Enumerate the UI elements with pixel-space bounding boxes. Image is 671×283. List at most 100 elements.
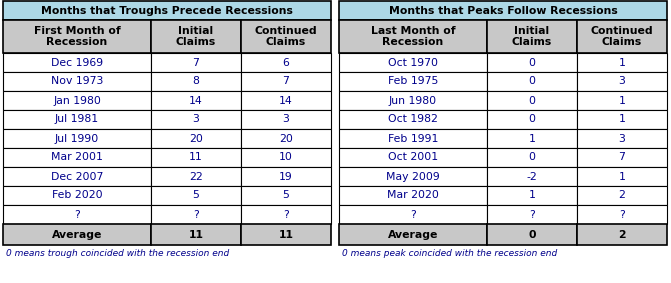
- Bar: [241, 148, 331, 167]
- Text: 3: 3: [193, 115, 199, 125]
- Text: 7: 7: [282, 76, 289, 87]
- Bar: [241, 91, 331, 110]
- Text: 10: 10: [279, 153, 293, 162]
- Text: 0 means peak coincided with the recession end: 0 means peak coincided with the recessio…: [342, 249, 557, 258]
- Text: Mar 2020: Mar 2020: [387, 190, 439, 200]
- Bar: [577, 129, 667, 148]
- Text: Months that Peaks Follow Recessions: Months that Peaks Follow Recessions: [389, 5, 617, 16]
- Text: May 2009: May 2009: [386, 171, 440, 181]
- Bar: [151, 72, 241, 91]
- Bar: [339, 129, 487, 148]
- Bar: [3, 110, 151, 129]
- Bar: [151, 129, 241, 148]
- Text: 1: 1: [619, 171, 625, 181]
- Text: Oct 1982: Oct 1982: [388, 115, 438, 125]
- Text: 7: 7: [193, 57, 199, 68]
- Text: Initial
Claims: Initial Claims: [176, 26, 216, 47]
- Bar: [339, 148, 487, 167]
- Bar: [339, 91, 487, 110]
- Text: Dec 1969: Dec 1969: [51, 57, 103, 68]
- Text: Feb 2020: Feb 2020: [52, 190, 102, 200]
- Text: Jul 1990: Jul 1990: [55, 134, 99, 143]
- Text: ?: ?: [193, 209, 199, 220]
- Bar: [241, 205, 331, 224]
- Bar: [577, 205, 667, 224]
- Text: Last Month of
Recession: Last Month of Recession: [370, 26, 456, 47]
- Text: 1: 1: [529, 134, 535, 143]
- Bar: [3, 1, 331, 20]
- Bar: [487, 148, 577, 167]
- Text: 6: 6: [282, 57, 289, 68]
- Text: 1: 1: [619, 115, 625, 125]
- Bar: [151, 20, 241, 53]
- Text: Continued
Claims: Continued Claims: [590, 26, 654, 47]
- Text: Oct 2001: Oct 2001: [388, 153, 438, 162]
- Text: ?: ?: [529, 209, 535, 220]
- Text: 0: 0: [529, 76, 535, 87]
- Text: 3: 3: [619, 134, 625, 143]
- Bar: [151, 224, 241, 245]
- Bar: [339, 20, 487, 53]
- Bar: [339, 224, 487, 245]
- Bar: [151, 53, 241, 72]
- Text: ?: ?: [410, 209, 416, 220]
- Bar: [487, 20, 577, 53]
- Bar: [577, 186, 667, 205]
- Bar: [487, 186, 577, 205]
- Text: Jul 1981: Jul 1981: [55, 115, 99, 125]
- Text: Nov 1973: Nov 1973: [51, 76, 103, 87]
- Bar: [241, 224, 331, 245]
- Text: Initial
Claims: Initial Claims: [512, 26, 552, 47]
- Bar: [241, 110, 331, 129]
- Text: 0: 0: [529, 95, 535, 106]
- Text: 19: 19: [279, 171, 293, 181]
- Text: 14: 14: [279, 95, 293, 106]
- Text: Average: Average: [52, 230, 102, 239]
- Text: Mar 2001: Mar 2001: [51, 153, 103, 162]
- Bar: [487, 72, 577, 91]
- Bar: [3, 224, 151, 245]
- Bar: [151, 91, 241, 110]
- Bar: [487, 53, 577, 72]
- Bar: [577, 110, 667, 129]
- Text: 3: 3: [619, 76, 625, 87]
- Bar: [241, 167, 331, 186]
- Bar: [339, 53, 487, 72]
- Bar: [339, 167, 487, 186]
- Bar: [487, 91, 577, 110]
- Text: Feb 1975: Feb 1975: [388, 76, 438, 87]
- Bar: [241, 72, 331, 91]
- Bar: [339, 110, 487, 129]
- Text: 20: 20: [279, 134, 293, 143]
- Bar: [577, 91, 667, 110]
- Bar: [241, 53, 331, 72]
- Text: 2: 2: [618, 230, 626, 239]
- Text: 1: 1: [619, 57, 625, 68]
- Bar: [577, 20, 667, 53]
- Bar: [487, 129, 577, 148]
- Bar: [487, 205, 577, 224]
- Bar: [3, 167, 151, 186]
- Text: 11: 11: [189, 153, 203, 162]
- Bar: [151, 110, 241, 129]
- Bar: [3, 20, 151, 53]
- Text: 0: 0: [529, 153, 535, 162]
- Text: 1: 1: [529, 190, 535, 200]
- Text: Jan 1980: Jan 1980: [53, 95, 101, 106]
- Text: 7: 7: [619, 153, 625, 162]
- Text: ?: ?: [619, 209, 625, 220]
- Bar: [487, 224, 577, 245]
- Text: 5: 5: [193, 190, 199, 200]
- Bar: [577, 224, 667, 245]
- Text: 0: 0: [529, 115, 535, 125]
- Bar: [577, 53, 667, 72]
- Text: 0: 0: [529, 57, 535, 68]
- Text: Dec 2007: Dec 2007: [51, 171, 103, 181]
- Bar: [487, 110, 577, 129]
- Bar: [241, 20, 331, 53]
- Bar: [339, 1, 667, 20]
- Bar: [3, 129, 151, 148]
- Bar: [577, 148, 667, 167]
- Text: 11: 11: [189, 230, 203, 239]
- Text: 0: 0: [528, 230, 535, 239]
